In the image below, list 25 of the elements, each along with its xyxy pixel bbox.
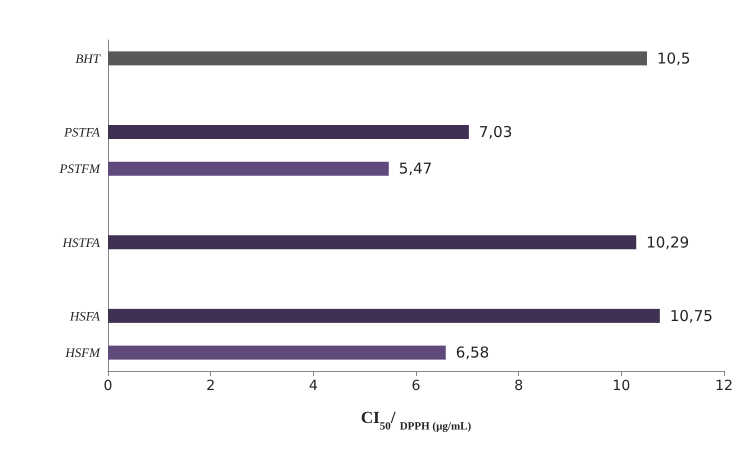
bar <box>108 124 469 139</box>
x-tick-label: 0 <box>104 378 112 394</box>
bar <box>108 308 660 323</box>
data-label: 10,5 <box>657 49 690 68</box>
data-label: 10,29 <box>646 233 690 252</box>
y-tick-label: HSFM <box>64 345 102 360</box>
y-tick-label: BHT <box>75 50 101 66</box>
x-tick-label: 2 <box>206 378 216 394</box>
y-tick-label: PSTFA <box>63 124 100 140</box>
data-label: 7,03 <box>478 122 512 141</box>
bar <box>108 235 636 250</box>
y-tick-label: HSTFA <box>62 234 100 250</box>
x-tick-label: 6 <box>412 378 421 394</box>
x-tick-label: 4 <box>308 378 318 394</box>
data-label: 10,75 <box>670 306 713 325</box>
x-tick-label: 10 <box>612 378 630 394</box>
x-tick-label: 12 <box>715 378 733 394</box>
bar <box>108 51 647 66</box>
bar <box>108 162 389 176</box>
data-label: 5,47 <box>398 160 432 178</box>
data-label: 6,58 <box>456 344 490 362</box>
y-tick-label: PSTFM <box>58 161 102 176</box>
bar <box>108 346 446 360</box>
x-tick-label: 8 <box>514 378 524 394</box>
y-tick-label: HSFA <box>68 308 100 324</box>
